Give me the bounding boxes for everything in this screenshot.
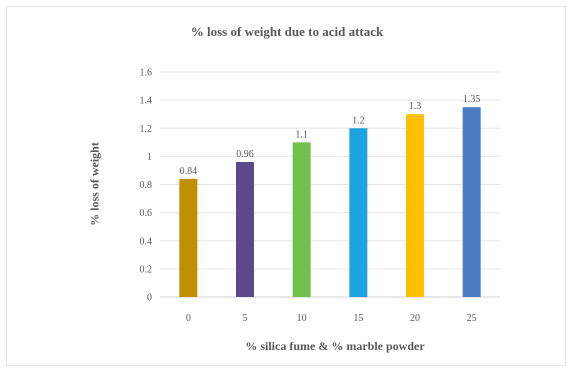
x-tick-label: 20	[410, 313, 420, 324]
y-tick-label: 0.8	[140, 180, 153, 191]
data-label: 0.84	[180, 166, 198, 177]
data-label: 1.2	[352, 115, 365, 126]
bar-25	[462, 107, 481, 297]
bar-5	[236, 162, 254, 297]
x-tick-label: 25	[467, 313, 477, 324]
chart-title: % loss of weight due to acid attack	[190, 24, 384, 39]
x-axis-title: % silica fume & % marble powder	[245, 339, 425, 353]
y-tick-label: 0.6	[140, 208, 153, 219]
y-tick-label: 1.4	[140, 96, 153, 107]
bar-15	[349, 128, 368, 297]
y-axis-title: % loss of weight	[87, 142, 102, 226]
x-tick-label: 10	[297, 313, 307, 324]
data-label: 1.3	[409, 101, 422, 112]
y-tick-label: 0	[147, 293, 152, 304]
x-tick-label: 5	[243, 313, 248, 324]
y-tick-labels: 0 0.2 0.4 0.6 0.8 1 1.2 1.4 1.6	[140, 68, 153, 304]
x-tick-labels: 0 5 10 15 20 25	[186, 313, 477, 324]
y-tick-label: 1.6	[140, 68, 153, 79]
data-labels: 0.84 0.96 1.1 1.2 1.3 1.35	[180, 94, 481, 177]
y-tick-label: 1.2	[140, 124, 153, 135]
y-tick-label: 0.4	[140, 236, 153, 247]
bars	[179, 107, 481, 297]
y-tick-label: 0.2	[140, 264, 153, 275]
gridlines	[160, 71, 500, 298]
y-tick-label: 1	[147, 152, 152, 163]
data-label: 1.35	[463, 94, 481, 105]
bar-20	[406, 114, 424, 297]
x-tick-label: 0	[186, 313, 191, 324]
data-label: 1.1	[295, 129, 308, 140]
data-label: 0.96	[236, 149, 254, 160]
x-tick-label: 15	[353, 313, 363, 324]
bar-10	[292, 142, 311, 297]
bar-0	[179, 178, 198, 297]
